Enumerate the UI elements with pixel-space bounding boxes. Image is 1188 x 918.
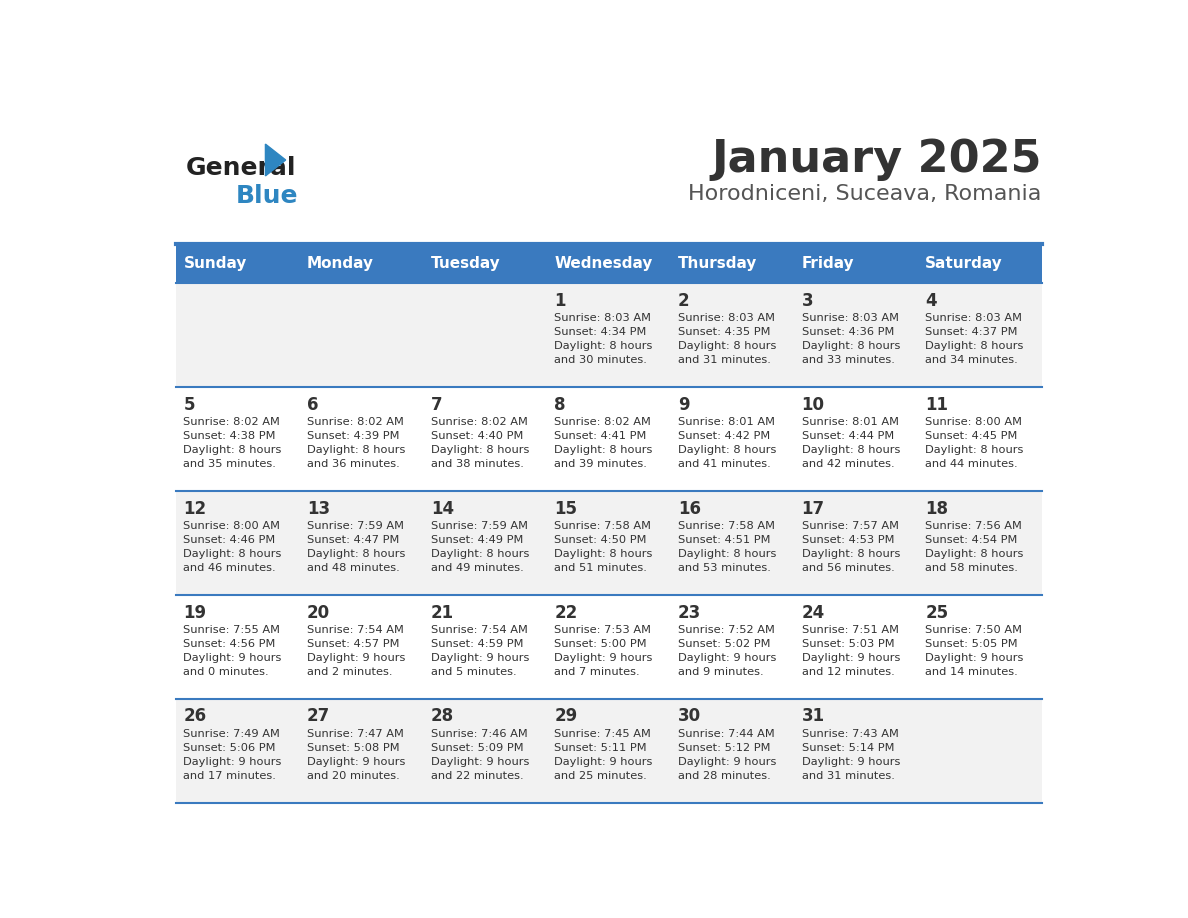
Bar bbox=[176, 491, 1042, 595]
Text: 16: 16 bbox=[678, 499, 701, 518]
Text: 12: 12 bbox=[183, 499, 207, 518]
Text: 30: 30 bbox=[678, 708, 701, 725]
Text: January 2025: January 2025 bbox=[712, 139, 1042, 182]
Text: 13: 13 bbox=[308, 499, 330, 518]
Text: Sunrise: 7:50 AM
Sunset: 5:05 PM
Daylight: 9 hours
and 14 minutes.: Sunrise: 7:50 AM Sunset: 5:05 PM Dayligh… bbox=[925, 625, 1024, 677]
Text: Sunrise: 8:03 AM
Sunset: 4:36 PM
Daylight: 8 hours
and 33 minutes.: Sunrise: 8:03 AM Sunset: 4:36 PM Dayligh… bbox=[802, 313, 901, 365]
Text: Monday: Monday bbox=[308, 256, 374, 272]
Text: Sunrise: 7:54 AM
Sunset: 4:57 PM
Daylight: 9 hours
and 2 minutes.: Sunrise: 7:54 AM Sunset: 4:57 PM Dayligh… bbox=[308, 625, 405, 677]
Polygon shape bbox=[265, 144, 285, 176]
Text: 25: 25 bbox=[925, 603, 948, 621]
Text: 29: 29 bbox=[555, 708, 577, 725]
Text: Tuesday: Tuesday bbox=[431, 256, 500, 272]
Text: Saturday: Saturday bbox=[925, 256, 1003, 272]
Text: Blue: Blue bbox=[236, 185, 298, 208]
Text: 17: 17 bbox=[802, 499, 824, 518]
Text: 31: 31 bbox=[802, 708, 824, 725]
Text: 21: 21 bbox=[431, 603, 454, 621]
Text: Sunrise: 7:57 AM
Sunset: 4:53 PM
Daylight: 8 hours
and 56 minutes.: Sunrise: 7:57 AM Sunset: 4:53 PM Dayligh… bbox=[802, 521, 901, 573]
Text: Sunrise: 7:58 AM
Sunset: 4:50 PM
Daylight: 8 hours
and 51 minutes.: Sunrise: 7:58 AM Sunset: 4:50 PM Dayligh… bbox=[555, 521, 652, 573]
Text: 22: 22 bbox=[555, 603, 577, 621]
Text: Sunrise: 8:02 AM
Sunset: 4:41 PM
Daylight: 8 hours
and 39 minutes.: Sunrise: 8:02 AM Sunset: 4:41 PM Dayligh… bbox=[555, 417, 652, 469]
Text: Sunday: Sunday bbox=[183, 256, 247, 272]
Text: 9: 9 bbox=[678, 396, 690, 414]
Text: Sunrise: 7:54 AM
Sunset: 4:59 PM
Daylight: 9 hours
and 5 minutes.: Sunrise: 7:54 AM Sunset: 4:59 PM Dayligh… bbox=[431, 625, 529, 677]
Text: Sunrise: 8:01 AM
Sunset: 4:44 PM
Daylight: 8 hours
and 42 minutes.: Sunrise: 8:01 AM Sunset: 4:44 PM Dayligh… bbox=[802, 417, 901, 469]
Text: Sunrise: 8:03 AM
Sunset: 4:37 PM
Daylight: 8 hours
and 34 minutes.: Sunrise: 8:03 AM Sunset: 4:37 PM Dayligh… bbox=[925, 313, 1024, 365]
Text: 15: 15 bbox=[555, 499, 577, 518]
Text: Sunrise: 7:58 AM
Sunset: 4:51 PM
Daylight: 8 hours
and 53 minutes.: Sunrise: 7:58 AM Sunset: 4:51 PM Dayligh… bbox=[678, 521, 777, 573]
Text: Sunrise: 7:44 AM
Sunset: 5:12 PM
Daylight: 9 hours
and 28 minutes.: Sunrise: 7:44 AM Sunset: 5:12 PM Dayligh… bbox=[678, 729, 777, 780]
Text: Sunrise: 7:59 AM
Sunset: 4:49 PM
Daylight: 8 hours
and 49 minutes.: Sunrise: 7:59 AM Sunset: 4:49 PM Dayligh… bbox=[431, 521, 529, 573]
Text: Sunrise: 7:46 AM
Sunset: 5:09 PM
Daylight: 9 hours
and 22 minutes.: Sunrise: 7:46 AM Sunset: 5:09 PM Dayligh… bbox=[431, 729, 529, 780]
Text: Sunrise: 7:43 AM
Sunset: 5:14 PM
Daylight: 9 hours
and 31 minutes.: Sunrise: 7:43 AM Sunset: 5:14 PM Dayligh… bbox=[802, 729, 901, 780]
Text: 5: 5 bbox=[183, 396, 195, 414]
Text: Sunrise: 8:01 AM
Sunset: 4:42 PM
Daylight: 8 hours
and 41 minutes.: Sunrise: 8:01 AM Sunset: 4:42 PM Dayligh… bbox=[678, 417, 777, 469]
Bar bbox=[176, 387, 1042, 491]
Text: Sunrise: 8:00 AM
Sunset: 4:46 PM
Daylight: 8 hours
and 46 minutes.: Sunrise: 8:00 AM Sunset: 4:46 PM Dayligh… bbox=[183, 521, 282, 573]
Text: Sunrise: 7:56 AM
Sunset: 4:54 PM
Daylight: 8 hours
and 58 minutes.: Sunrise: 7:56 AM Sunset: 4:54 PM Dayligh… bbox=[925, 521, 1024, 573]
Text: 27: 27 bbox=[308, 708, 330, 725]
Text: Sunrise: 7:49 AM
Sunset: 5:06 PM
Daylight: 9 hours
and 17 minutes.: Sunrise: 7:49 AM Sunset: 5:06 PM Dayligh… bbox=[183, 729, 282, 780]
Text: 11: 11 bbox=[925, 396, 948, 414]
Text: General: General bbox=[185, 156, 296, 180]
Text: Sunrise: 7:55 AM
Sunset: 4:56 PM
Daylight: 9 hours
and 0 minutes.: Sunrise: 7:55 AM Sunset: 4:56 PM Dayligh… bbox=[183, 625, 282, 677]
Text: 8: 8 bbox=[555, 396, 565, 414]
Text: Sunrise: 8:03 AM
Sunset: 4:34 PM
Daylight: 8 hours
and 30 minutes.: Sunrise: 8:03 AM Sunset: 4:34 PM Dayligh… bbox=[555, 313, 652, 365]
Text: 6: 6 bbox=[308, 396, 318, 414]
Text: 3: 3 bbox=[802, 292, 814, 309]
Bar bbox=[176, 244, 1042, 284]
Text: Friday: Friday bbox=[802, 256, 854, 272]
Text: 7: 7 bbox=[431, 396, 442, 414]
Text: Sunrise: 8:02 AM
Sunset: 4:38 PM
Daylight: 8 hours
and 35 minutes.: Sunrise: 8:02 AM Sunset: 4:38 PM Dayligh… bbox=[183, 417, 282, 469]
Text: Sunrise: 7:53 AM
Sunset: 5:00 PM
Daylight: 9 hours
and 7 minutes.: Sunrise: 7:53 AM Sunset: 5:00 PM Dayligh… bbox=[555, 625, 652, 677]
Text: Sunrise: 8:02 AM
Sunset: 4:40 PM
Daylight: 8 hours
and 38 minutes.: Sunrise: 8:02 AM Sunset: 4:40 PM Dayligh… bbox=[431, 417, 529, 469]
Text: Thursday: Thursday bbox=[678, 256, 758, 272]
Text: 4: 4 bbox=[925, 292, 937, 309]
Text: Sunrise: 8:00 AM
Sunset: 4:45 PM
Daylight: 8 hours
and 44 minutes.: Sunrise: 8:00 AM Sunset: 4:45 PM Dayligh… bbox=[925, 417, 1024, 469]
Text: 28: 28 bbox=[431, 708, 454, 725]
Text: 10: 10 bbox=[802, 396, 824, 414]
Text: 18: 18 bbox=[925, 499, 948, 518]
Text: 23: 23 bbox=[678, 603, 701, 621]
Text: 20: 20 bbox=[308, 603, 330, 621]
Text: 14: 14 bbox=[431, 499, 454, 518]
Text: Sunrise: 7:47 AM
Sunset: 5:08 PM
Daylight: 9 hours
and 20 minutes.: Sunrise: 7:47 AM Sunset: 5:08 PM Dayligh… bbox=[308, 729, 405, 780]
Text: Horodniceni, Suceava, Romania: Horodniceni, Suceava, Romania bbox=[688, 185, 1042, 205]
Text: 2: 2 bbox=[678, 292, 690, 309]
Text: 19: 19 bbox=[183, 603, 207, 621]
Text: Sunrise: 8:02 AM
Sunset: 4:39 PM
Daylight: 8 hours
and 36 minutes.: Sunrise: 8:02 AM Sunset: 4:39 PM Dayligh… bbox=[308, 417, 405, 469]
Text: Sunrise: 7:59 AM
Sunset: 4:47 PM
Daylight: 8 hours
and 48 minutes.: Sunrise: 7:59 AM Sunset: 4:47 PM Dayligh… bbox=[308, 521, 405, 573]
Bar bbox=[176, 699, 1042, 803]
Text: Sunrise: 8:03 AM
Sunset: 4:35 PM
Daylight: 8 hours
and 31 minutes.: Sunrise: 8:03 AM Sunset: 4:35 PM Dayligh… bbox=[678, 313, 777, 365]
Text: 1: 1 bbox=[555, 292, 565, 309]
Text: Sunrise: 7:52 AM
Sunset: 5:02 PM
Daylight: 9 hours
and 9 minutes.: Sunrise: 7:52 AM Sunset: 5:02 PM Dayligh… bbox=[678, 625, 777, 677]
Text: 24: 24 bbox=[802, 603, 824, 621]
Text: 26: 26 bbox=[183, 708, 207, 725]
Bar bbox=[176, 284, 1042, 387]
Text: Wednesday: Wednesday bbox=[555, 256, 652, 272]
Bar bbox=[176, 595, 1042, 699]
Text: Sunrise: 7:45 AM
Sunset: 5:11 PM
Daylight: 9 hours
and 25 minutes.: Sunrise: 7:45 AM Sunset: 5:11 PM Dayligh… bbox=[555, 729, 652, 780]
Text: Sunrise: 7:51 AM
Sunset: 5:03 PM
Daylight: 9 hours
and 12 minutes.: Sunrise: 7:51 AM Sunset: 5:03 PM Dayligh… bbox=[802, 625, 901, 677]
